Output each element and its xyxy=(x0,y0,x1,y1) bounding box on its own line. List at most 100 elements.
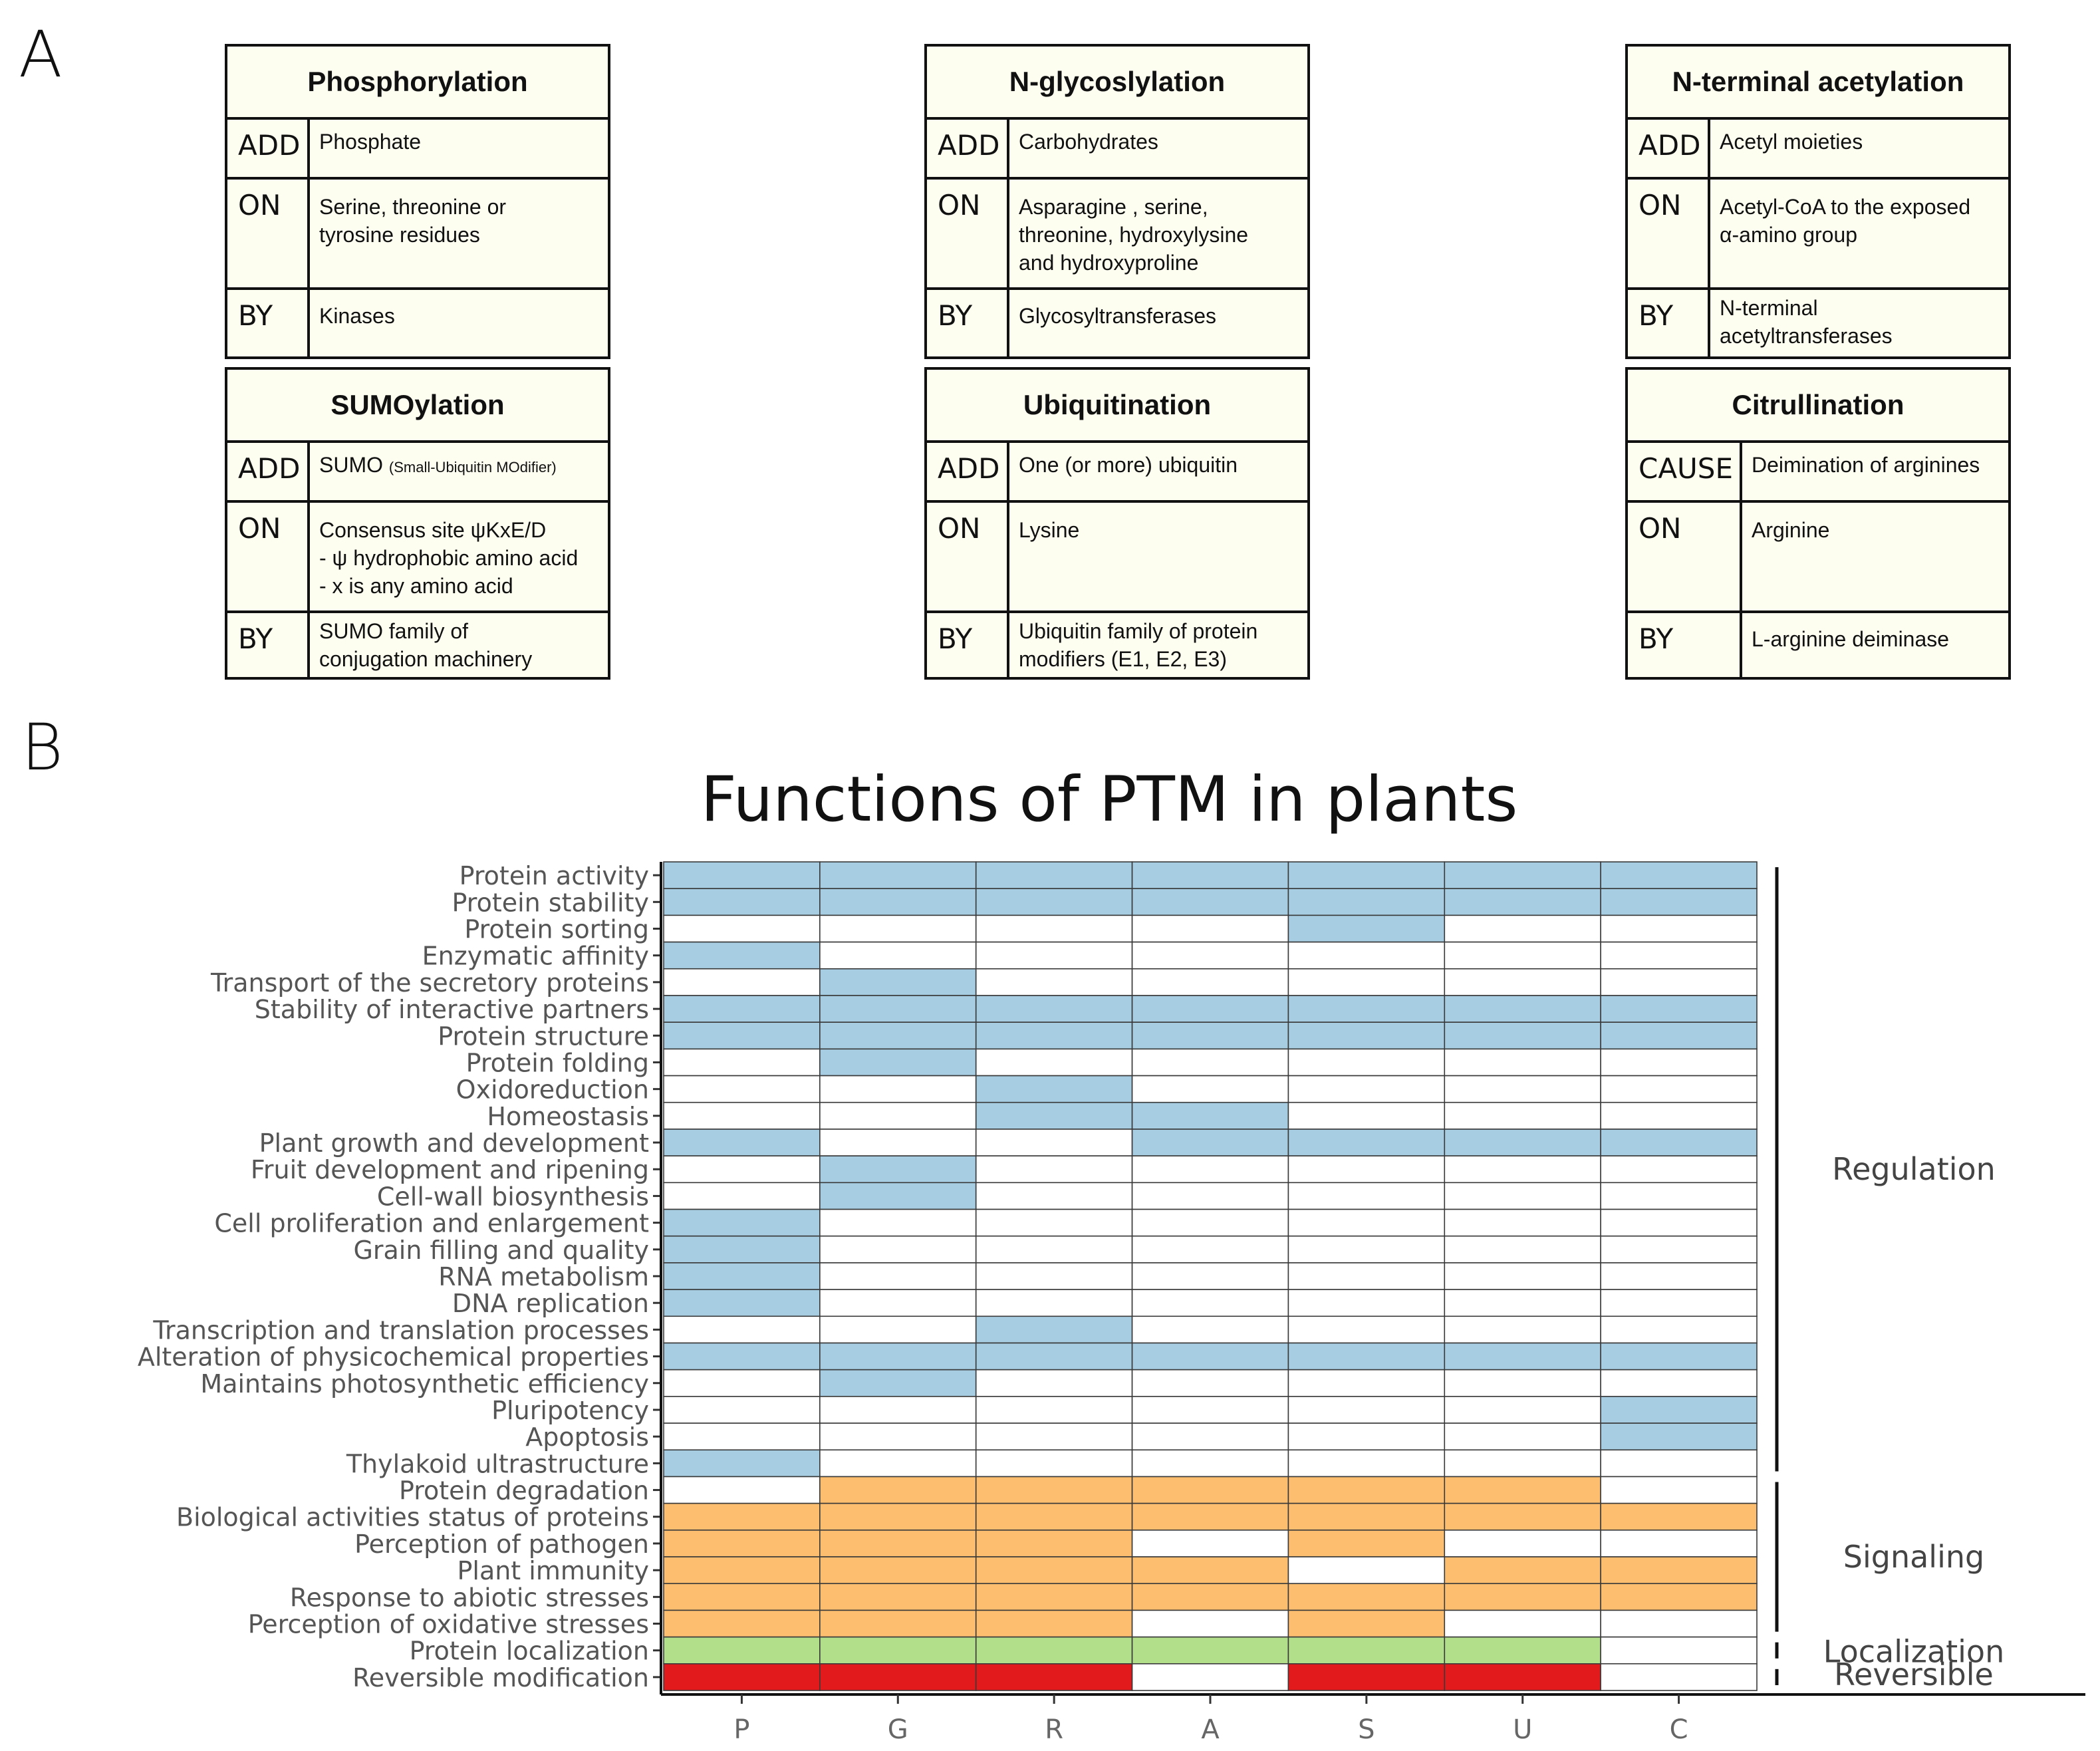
row-label: Protein folding xyxy=(466,1048,649,1077)
row-label: Reversible modification xyxy=(352,1663,649,1692)
row-label: Fruit development and ripening xyxy=(251,1155,649,1184)
heatmap-cell xyxy=(663,1101,821,1130)
heatmap-cell xyxy=(1444,1502,1601,1531)
heatmap-cell xyxy=(819,995,977,1023)
heatmap-cell xyxy=(1131,1289,1289,1317)
heatmap-cell xyxy=(1600,1530,1758,1557)
card-row-label: CAUSE xyxy=(1628,443,1742,500)
heatmap-cell xyxy=(1287,1449,1446,1478)
heatmap-cell xyxy=(1131,1155,1289,1184)
heatmap-cell xyxy=(1444,914,1601,943)
card-row-value: Ubiquitin family of protein modifiers (E… xyxy=(1019,619,1258,671)
heatmap-cell xyxy=(1131,1101,1289,1130)
heatmap-cell xyxy=(1600,1422,1758,1451)
heatmap-cell xyxy=(975,1636,1133,1665)
ptm-card-ubiquitination: Ubiquitination ADD One (or more) ubiquiti… xyxy=(924,367,1310,680)
heatmap-cell xyxy=(1444,1530,1601,1557)
heatmap-cell xyxy=(663,1502,821,1531)
card-row-label: BY xyxy=(1628,290,1710,356)
heatmap-cell xyxy=(975,1396,1133,1424)
heatmap-cell xyxy=(1600,1182,1758,1210)
heatmap-cell xyxy=(819,1342,977,1371)
heatmap-cell xyxy=(1131,1208,1289,1237)
card-row-label: ADD xyxy=(927,120,1009,177)
card-row-label: ADD xyxy=(1628,120,1710,177)
heatmap-cell xyxy=(819,1048,977,1077)
heatmap-cell xyxy=(1287,1663,1446,1691)
heatmap-cell xyxy=(975,1530,1133,1557)
heatmap-cell xyxy=(975,995,1133,1023)
heatmap-cell xyxy=(975,1315,1133,1344)
heatmap-cell xyxy=(1444,1075,1601,1103)
heatmap-cell xyxy=(1444,1208,1601,1237)
heatmap-cell xyxy=(663,1342,821,1371)
heatmap-cell xyxy=(975,861,1133,889)
row-label: Protein sorting xyxy=(464,914,649,944)
heatmap-cell xyxy=(1444,1101,1601,1130)
heatmap-cell xyxy=(819,1556,977,1585)
heatmap-cell xyxy=(663,888,821,916)
heatmap-cell xyxy=(819,1021,977,1050)
group-label: Signaling xyxy=(1843,1539,1984,1575)
card-row-value: L-arginine deiminase xyxy=(1752,627,1950,651)
heatmap-cell xyxy=(1131,1663,1289,1691)
heatmap-cell xyxy=(819,1262,977,1290)
row-label: Stability of interactive partners xyxy=(255,995,649,1024)
card-row-value: Serine, threonine or tyrosine residues xyxy=(319,195,507,247)
row-label: Oxidoreduction xyxy=(456,1075,649,1105)
heatmap-cell xyxy=(1287,1155,1446,1184)
heatmap-cell xyxy=(1131,914,1289,943)
heatmap-cell xyxy=(975,1075,1133,1103)
heatmap-cell xyxy=(1287,995,1446,1023)
heatmap-cell xyxy=(1287,1396,1446,1424)
heatmap-cell xyxy=(1600,1609,1758,1638)
heatmap-cell xyxy=(663,914,821,943)
card-row-label: ADD xyxy=(227,120,310,177)
heatmap-cell xyxy=(819,1369,977,1397)
heatmap-cell xyxy=(1444,1262,1601,1290)
heatmap-cell xyxy=(1444,1369,1601,1397)
heatmap-cell xyxy=(1444,1155,1601,1184)
heatmap-cell xyxy=(663,1636,821,1665)
heatmap-cell xyxy=(1600,1369,1758,1397)
heatmap-cell xyxy=(1287,1636,1446,1665)
heatmap-cell xyxy=(819,1155,977,1184)
heatmap-cell xyxy=(1287,1422,1446,1451)
card-row-label: BY xyxy=(227,613,310,677)
card-row-value: Lysine xyxy=(1019,518,1080,542)
ptm-card-phosphorylation: Phosphorylation ADD Phosphate ON Serine, t… xyxy=(225,44,610,359)
heatmap-cell xyxy=(1600,1583,1758,1611)
heatmap-cell xyxy=(1287,861,1446,889)
heatmap-cell xyxy=(1287,968,1446,996)
heatmap-cell xyxy=(1600,968,1758,996)
row-label: Cell proliferation and enlargement xyxy=(214,1209,649,1238)
ptm-card-n-terminal-acetylation: N-terminal acetylation ADD Acetyl moietie… xyxy=(1625,44,2011,359)
card-row-value: Asparagine , serine, threonine, hydroxyl… xyxy=(1019,195,1249,275)
heatmap-cell xyxy=(975,1476,1133,1504)
chart-title: Functions of PTM in plants xyxy=(700,763,1518,836)
heatmap-cell xyxy=(819,1075,977,1103)
heatmap-cell xyxy=(1131,1396,1289,1424)
card-row-value-note: (Small-Ubiquitin MOdifier) xyxy=(388,459,557,475)
heatmap-cell xyxy=(1444,1449,1601,1478)
heatmap-cell xyxy=(1600,1663,1758,1691)
heatmap-cell xyxy=(1444,1396,1601,1424)
heatmap-cell xyxy=(819,1476,977,1504)
heatmap-cell xyxy=(1131,861,1289,889)
row-label: Cell-wall biosynthesis xyxy=(377,1182,649,1211)
heatmap-cell xyxy=(1444,1315,1601,1344)
row-label: Thylakoid ultrastructure xyxy=(346,1449,649,1478)
card-title: N-terminal acetylation xyxy=(1628,47,2008,120)
column-label: U xyxy=(1513,1714,1532,1745)
heatmap-cell xyxy=(663,1583,821,1611)
heatmap-cell xyxy=(663,1530,821,1557)
heatmap-cell xyxy=(1287,1101,1446,1130)
heatmap-cell xyxy=(975,1208,1133,1237)
heatmap-cell xyxy=(975,1262,1133,1290)
heatmap-cell xyxy=(663,1075,821,1103)
heatmap-cell xyxy=(975,968,1133,996)
heatmap-cell xyxy=(1131,1583,1289,1611)
card-row-value: SUMO (Small-Ubiquitin MOdifier) xyxy=(310,443,608,500)
card-row-label: ON xyxy=(227,503,310,610)
card-row-label: BY xyxy=(1628,613,1742,677)
